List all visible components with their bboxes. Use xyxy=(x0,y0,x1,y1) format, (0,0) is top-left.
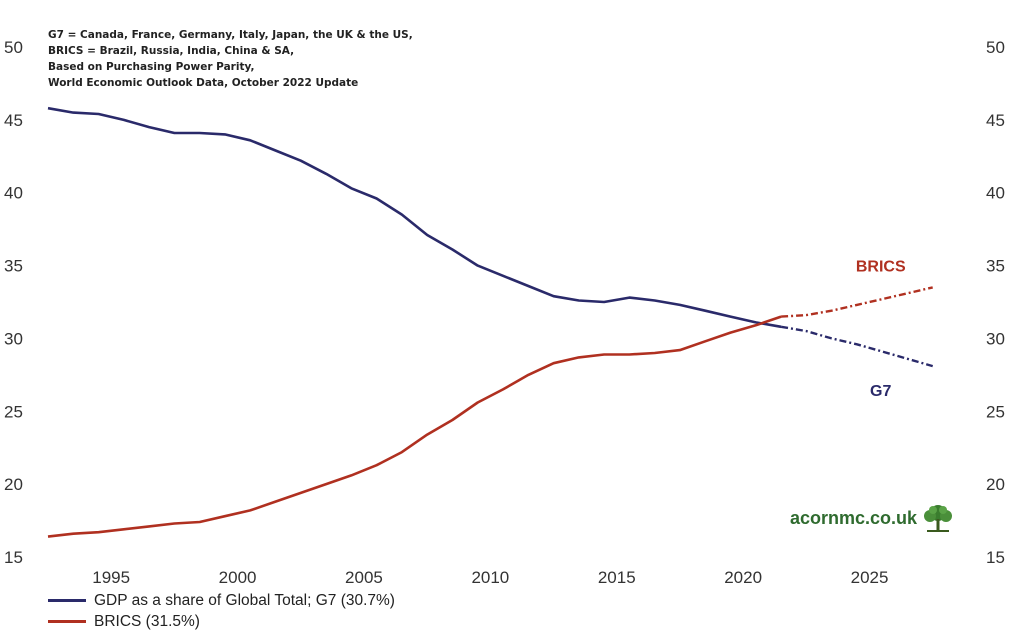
note-line-g7: G7 = Canada, France, Germany, Italy, Jap… xyxy=(48,29,413,41)
series-label-brics: BRICS xyxy=(856,258,906,275)
series-labels: G7 BRICS xyxy=(856,258,906,400)
legend: GDP as a share of Global Total; G7 (30.7… xyxy=(48,590,395,632)
x-tick-2015: 2015 xyxy=(598,568,636,587)
series-line-brics xyxy=(47,315,782,538)
y-tick-left-30: 30 xyxy=(4,329,23,348)
y-tick-right-20: 20 xyxy=(986,475,1005,494)
y-tick-left-35: 35 xyxy=(4,257,23,276)
legend-swatch-brics xyxy=(48,620,86,623)
y-tick-left-50: 50 xyxy=(4,38,23,57)
y-tick-right-50: 50 xyxy=(986,38,1005,57)
x-tick-2020: 2020 xyxy=(724,568,762,587)
logo-text: acornmc.co.uk xyxy=(790,507,918,528)
x-tick-2000: 2000 xyxy=(219,568,257,587)
series-label-g7: G7 xyxy=(870,383,891,400)
x-tick-1995: 1995 xyxy=(92,568,130,587)
legend-item-brics: BRICS (31.5%) xyxy=(48,611,395,632)
series-forecast-line-brics xyxy=(781,286,933,318)
legend-label-g7: GDP as a share of Global Total; G7 (30.7… xyxy=(94,591,395,609)
y-tick-left-45: 45 xyxy=(4,111,23,130)
note-line-brics: BRICS = Brazil, Russia, India, China & S… xyxy=(48,45,294,57)
y-tick-right-35: 35 xyxy=(986,257,1005,276)
series-layer xyxy=(47,106,934,538)
y-tick-left-20: 20 xyxy=(4,475,23,494)
y-tick-right-30: 30 xyxy=(986,329,1005,348)
legend-item-g7: GDP as a share of Global Total; G7 (30.7… xyxy=(48,590,395,611)
acorn-logo: acornmc.co.uk xyxy=(790,503,955,533)
y-tick-left-40: 40 xyxy=(4,184,23,203)
y-tick-right-45: 45 xyxy=(986,111,1005,130)
x-tick-2010: 2010 xyxy=(471,568,509,587)
x-tick-2005: 2005 xyxy=(345,568,383,587)
tree-icon xyxy=(924,505,953,532)
note-line-source: World Economic Outlook Data, October 202… xyxy=(48,77,358,89)
series-forecast-line-g7 xyxy=(780,325,934,368)
series-line-g7 xyxy=(47,106,782,329)
chart-notes: G7 = Canada, France, Germany, Italy, Jap… xyxy=(48,29,413,89)
y-tick-left-15: 15 xyxy=(4,548,23,567)
y-tick-right-25: 25 xyxy=(986,402,1005,421)
note-line-ppp: Based on Purchasing Power Parity, xyxy=(48,61,254,73)
legend-swatch-g7 xyxy=(48,599,86,602)
y-tick-right-40: 40 xyxy=(986,184,1005,203)
legend-label-brics: BRICS (31.5%) xyxy=(94,612,200,630)
x-tick-2025: 2025 xyxy=(851,568,889,587)
y-tick-left-25: 25 xyxy=(4,402,23,421)
y-tick-right-15: 15 xyxy=(986,548,1005,567)
